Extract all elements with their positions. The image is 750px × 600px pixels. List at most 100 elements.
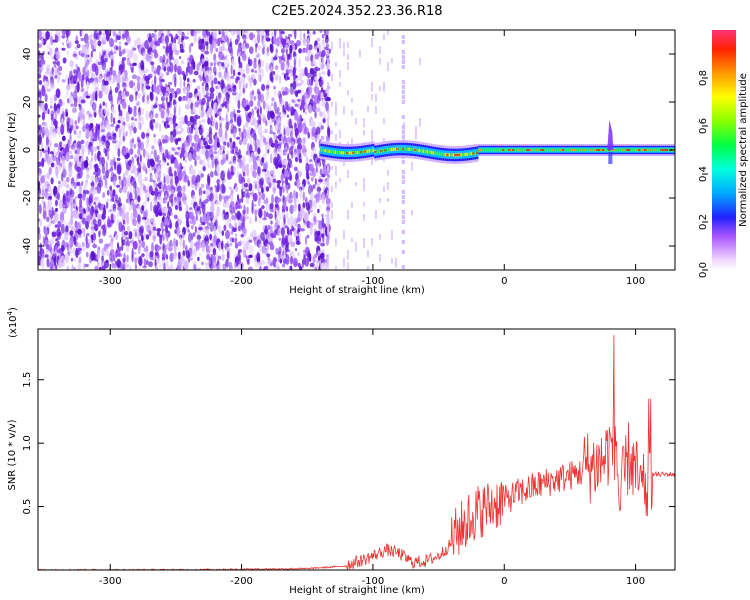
- heatmap-noise-cell: [251, 206, 254, 214]
- heatmap-noise-cell: [137, 195, 141, 203]
- heatmap-noise-cell: [152, 222, 156, 227]
- heatmap-noise-cell: [269, 131, 274, 135]
- heatmap-noise-cell: [147, 158, 151, 169]
- heatmap-noise-cell: [49, 142, 52, 146]
- heatmap-noise-cell: [140, 225, 145, 234]
- heatmap-noise-cell: [145, 110, 150, 121]
- snr-x-tick-label: 0: [501, 576, 507, 587]
- heatmap-noise-cell: [334, 266, 337, 270]
- heatmap-noise-cell: [116, 124, 120, 129]
- heatmap-noise-cell: [104, 84, 109, 96]
- heatmap-noise-cell: [201, 82, 205, 87]
- heatmap-noise-cell: [350, 110, 353, 116]
- heatmap-band-cell: [374, 150, 377, 153]
- heatmap-band-cell: [550, 148, 553, 152]
- heatmap-band-cell: [328, 149, 331, 153]
- heatmap-noise-cell: [70, 257, 74, 262]
- heatmap-noise-cell: [346, 250, 349, 260]
- heatmap-noise-cell: [242, 52, 247, 62]
- heatmap-noise-cell: [102, 32, 106, 37]
- heatmap-noise-cell: [326, 178, 329, 187]
- heatmap-noise-cell: [324, 35, 329, 44]
- heatmap-band-cell: [566, 148, 569, 152]
- heatmap-noise-cell: [54, 75, 58, 79]
- heatmap-noise-cell: [98, 230, 101, 238]
- heatmap-noise-cell: [216, 141, 220, 148]
- heatmap-band-cell: [442, 152, 445, 156]
- heatmap-noise-cell: [103, 80, 109, 86]
- heatmap-noise-cell: [248, 239, 253, 243]
- heatmap-noise-cell: [382, 210, 385, 215]
- heatmap-noise-cell: [115, 45, 119, 51]
- heatmap-noise-cell: [201, 119, 206, 124]
- heatmap-noise-cell: [100, 156, 106, 167]
- heatmap-noise-cell: [45, 129, 50, 139]
- heatmap-noise-cell: [85, 221, 89, 230]
- heatmap-noise-cell: [386, 30, 389, 35]
- heatmap-band-cell: [524, 148, 527, 152]
- heatmap-noise-cell: [142, 265, 148, 269]
- heatmap-noise-cell: [46, 216, 50, 222]
- heatmap-noise-cell: [322, 235, 325, 243]
- heatmap-noise-cell: [386, 182, 389, 191]
- heatmap-noise-cell: [285, 48, 288, 56]
- heatmap-noise-cell: [92, 90, 96, 102]
- heatmap-noise-cell: [133, 126, 137, 134]
- heatmap-noise-cell: [314, 86, 320, 95]
- heatmap-noise-cell: [229, 218, 232, 223]
- heatmap-noise-cell: [256, 107, 260, 118]
- heatmap-noise-cell: [127, 199, 131, 206]
- heatmap-noise-cell: [165, 71, 170, 76]
- heatmap-noise-cell: [300, 206, 305, 217]
- heatmap-noise-cell: [378, 86, 381, 91]
- heatmap-noise-cell: [278, 163, 283, 168]
- heatmap-noise-cell: [81, 147, 84, 158]
- heatmap-noise-cell: [253, 34, 256, 39]
- heatmap-noise-cell: [78, 207, 82, 213]
- heatmap-band-cell: [640, 148, 643, 152]
- heatmap-noise-cell: [269, 262, 273, 267]
- heatmap-noise-cell: [180, 166, 184, 170]
- heatmap-noise-cell: [190, 102, 194, 110]
- heatmap-noise-cell: [302, 202, 306, 209]
- heatmap-noise-cell: [82, 220, 86, 225]
- heatmap-noise-cell: [281, 47, 285, 54]
- heatmap-noise-cell: [38, 64, 42, 75]
- heatmap-noise-cell: [236, 136, 241, 140]
- heatmap-noise-cell: [166, 162, 170, 166]
- heatmap-noise-cell: [182, 239, 185, 250]
- heatmap-noise-cell: [189, 240, 194, 250]
- heatmap-noise-cell: [278, 215, 283, 221]
- heatmap-band-cell: [446, 153, 449, 156]
- heatmap-noise-cell: [92, 48, 97, 52]
- heatmap-noise-cell: [401, 50, 405, 54]
- heatmap-noise-cell: [234, 237, 238, 244]
- heatmap-noise-cell: [89, 56, 93, 63]
- heatmap-noise-cell: [284, 225, 288, 229]
- heatmap-noise-cell: [49, 132, 52, 140]
- heatmap-noise-cell: [129, 182, 133, 192]
- heatmap-noise-cell: [126, 35, 131, 45]
- heatmap-noise-cell: [346, 42, 349, 48]
- heatmap-band-cell: [548, 148, 551, 152]
- heatmap-noise-cell: [184, 145, 190, 153]
- heatmap-noise-cell: [109, 197, 115, 202]
- heatmap-noise-cell: [295, 91, 299, 98]
- heatmap-noise-cell: [117, 210, 120, 218]
- heatmap-noise-cell: [215, 89, 219, 97]
- heatmap-noise-cell: [190, 42, 194, 47]
- heatmap-noise-cell: [155, 210, 159, 218]
- heatmap-noise-cell: [248, 59, 253, 67]
- heatmap-noise-cell: [113, 208, 116, 215]
- heatmap-noise-cell: [143, 258, 147, 268]
- heatmap-noise-cell: [145, 234, 150, 240]
- heatmap-noise-cell: [163, 66, 167, 72]
- heatmap-noise-cell: [313, 94, 319, 105]
- heatmap-noise-cell: [414, 126, 417, 133]
- heatmap-noise-cell: [323, 170, 329, 176]
- heatmap-noise-cell: [229, 111, 235, 119]
- heatmap-noise-cell: [132, 218, 137, 227]
- heatmap-noise-cell: [170, 198, 174, 207]
- heatmap-noise-cell: [66, 265, 70, 270]
- heatmap-noise-cell: [69, 189, 75, 198]
